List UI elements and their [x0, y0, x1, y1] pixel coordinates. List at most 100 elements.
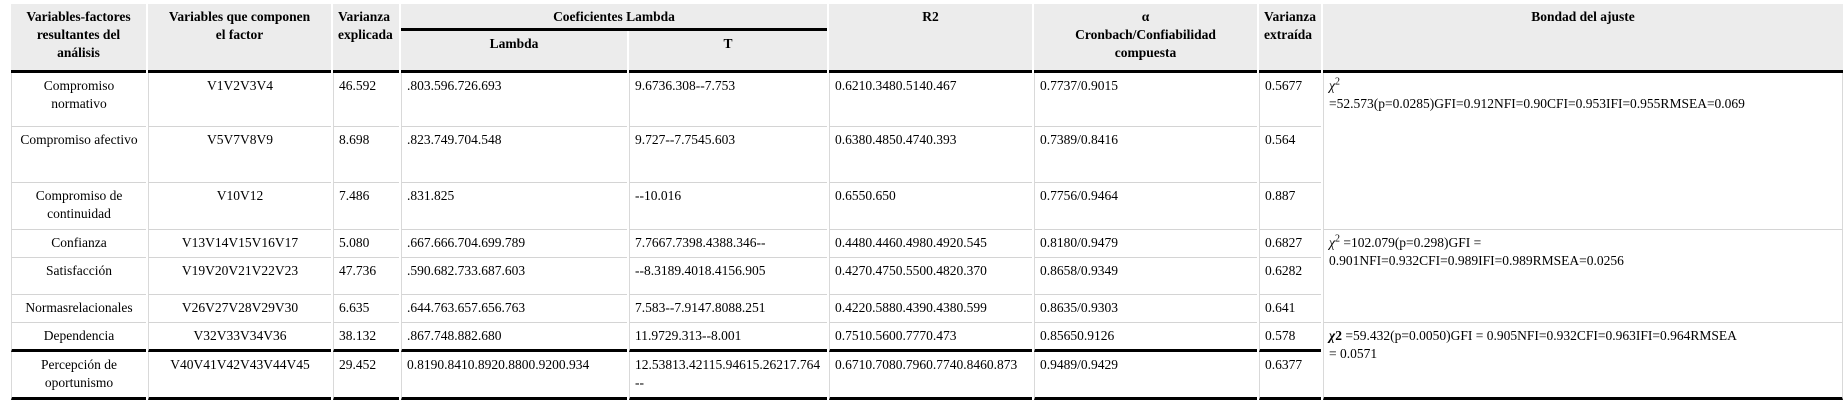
cell-r2: 0.4480.4460.4980.4920.545	[829, 230, 1032, 258]
bondad-text: = 0.0571	[1329, 346, 1378, 361]
cell-varianza-extraida: 0.6827	[1259, 230, 1321, 258]
header-line: explicada	[338, 27, 393, 42]
cell-factor: Normasrelacionales	[11, 295, 146, 323]
chi-exponent: 2	[1334, 233, 1340, 245]
cell-t: 7.583--7.9147.8088.251	[629, 295, 827, 323]
cell-bondad-ajuste: χ2 =102.079(p=0.298)GFI = 0.901NFI=0.932…	[1323, 230, 1843, 323]
header-variables-componen: Variables que componen el factor	[148, 4, 331, 73]
cell-r2: 0.6380.4850.4740.393	[829, 127, 1032, 183]
table-row: Normasrelacionales V26V27V28V29V30 6.635…	[11, 295, 1843, 323]
cell-varianza-extraida: 0.6282	[1259, 258, 1321, 295]
table-row: Confianza V13V14V15V16V17 5.080 .667.666…	[11, 230, 1843, 323]
cell-lambda: .590.682.733.687.603	[401, 258, 627, 295]
cell-lambda: .867.748.882.680	[401, 323, 627, 352]
cell-varianza-extraida: 0.6377	[1259, 352, 1321, 400]
header-line: Varianza	[1264, 9, 1317, 24]
cell-factor: Satisfacción	[11, 258, 146, 295]
table-header: Variables-factores resultantes del análi…	[11, 4, 1843, 73]
table-row: Compromiso afectivo V5V7V8V9 8.698 .823.…	[11, 127, 1843, 183]
cell-lambda: .823.749.704.548	[401, 127, 627, 183]
cell-alfa: 0.8658/0.9349	[1034, 258, 1257, 295]
table-row: Satisfacción V19V20V21V22V23 47.736 .590…	[11, 258, 1843, 295]
cell-r2: 0.6710.7080.7960.7740.8460.873	[829, 352, 1032, 400]
header-line: Varianza	[338, 9, 391, 24]
bondad-text: =59.432(p=0.0050)GFI = 0.905NFI=0.932CFI…	[1342, 328, 1737, 343]
header-line: resultantes del	[36, 27, 121, 42]
header-line: análisis	[57, 45, 100, 60]
cell-t: 7.7667.7398.4388.346--	[629, 230, 827, 258]
cell-lambda: .803.596.726.693	[401, 73, 627, 127]
cell-factor: Compromiso normativo	[11, 73, 146, 127]
header-variables-factores: Variables-factores resultantes del análi…	[11, 4, 146, 73]
header-line: Variables que componen	[168, 9, 311, 24]
cell-varianza-explicada: 7.486	[333, 183, 399, 230]
chi-symbol: χ	[1329, 235, 1335, 250]
cell-variables: V5V7V8V9	[148, 127, 331, 183]
cell-varianza-extraida: 0.578	[1259, 323, 1321, 352]
cell-r2: 0.4220.5880.4390.4380.599	[829, 295, 1032, 323]
table-body: Compromiso normativo V1V2V3V4 46.592 .80…	[11, 73, 1843, 400]
cell-variables: V19V20V21V22V23	[148, 258, 331, 295]
table-row: Dependencia V32V33V34V36 38.132 .867.748…	[11, 323, 1843, 400]
chi-exponent: 2	[1334, 76, 1340, 88]
cell-factor: Compromiso de continuidad	[11, 183, 146, 230]
bondad-text: =102.079(p=0.298)GFI =	[1339, 235, 1482, 250]
cell-varianza-extraida: 0.564	[1259, 127, 1321, 183]
cell-alfa: 0.8180/0.9479	[1034, 230, 1257, 258]
header-coeficientes-lambda: Coeficientes Lambda	[401, 4, 827, 31]
cell-varianza-explicada: 46.592	[333, 73, 399, 127]
table-row: Compromiso de continuidad V10V12 7.486 .…	[11, 183, 1843, 230]
cell-variables: V10V12	[148, 183, 331, 230]
cell-varianza-explicada: 8.698	[333, 127, 399, 183]
cell-varianza-explicada: 38.132	[333, 323, 399, 352]
cell-lambda: .831.825	[401, 183, 627, 230]
cell-r2: 0.6550.650	[829, 183, 1032, 230]
cell-r2: 0.6210.3480.5140.467	[829, 73, 1032, 127]
cell-factor: Confianza	[11, 230, 146, 258]
cell-variables: V13V14V15V16V17	[148, 230, 331, 258]
cell-t: --10.016	[629, 183, 827, 230]
cell-varianza-extraida: 0.887	[1259, 183, 1321, 230]
header-line: compuesta	[1114, 45, 1177, 60]
header-line: el factor	[215, 27, 264, 42]
cell-varianza-extraida: 0.5677	[1259, 73, 1321, 127]
header-varianza-explicada: Varianza explicada	[333, 4, 399, 73]
header-sub-t: T	[629, 31, 827, 73]
cell-variables: V1V2V3V4	[148, 73, 331, 127]
cell-t: 12.53813.42115.94615.26217.764--	[629, 352, 827, 400]
cell-t: 11.9729.313--8.001	[629, 323, 827, 352]
header-line: extraída	[1264, 27, 1312, 42]
cell-lambda: 0.8190.8410.8920.8800.9200.934	[401, 352, 627, 400]
cell-varianza-extraida: 0.641	[1259, 295, 1321, 323]
cell-t: 9.727--7.7545.603	[629, 127, 827, 183]
cell-factor: Compromiso afectivo	[11, 127, 146, 183]
table-row: Compromiso normativo V1V2V3V4 46.592 .80…	[11, 73, 1843, 230]
cell-alfa: 0.7756/0.9464	[1034, 183, 1257, 230]
cell-variables: V26V27V28V29V30	[148, 295, 331, 323]
cell-varianza-explicada: 5.080	[333, 230, 399, 258]
chi-symbol: χ	[1329, 78, 1335, 93]
header-bondad-ajuste: Bondad del ajuste	[1323, 4, 1843, 73]
cell-bondad-ajuste: χ2 =52.573(p=0.0285)GFI=0.912NFI=0.90CFI…	[1323, 73, 1843, 230]
cell-alfa: 0.7737/0.9015	[1034, 73, 1257, 127]
cell-t: 9.6736.308--7.753	[629, 73, 827, 127]
alpha-symbol: α	[1141, 9, 1150, 24]
header-line: Variables-factores	[26, 9, 131, 24]
cell-factor: Dependencia	[11, 323, 146, 352]
cell-alfa: 0.8635/0.9303	[1034, 295, 1257, 323]
cell-r2: 0.4270.4750.5500.4820.370	[829, 258, 1032, 295]
cell-t: --8.3189.4018.4156.905	[629, 258, 827, 295]
cell-bondad-ajuste: χ2 =59.432(p=0.0050)GFI = 0.905NFI=0.932…	[1323, 323, 1843, 400]
cell-lambda: .644.763.657.656.763	[401, 295, 627, 323]
header-varianza-extraida: Varianza extraída	[1259, 4, 1321, 73]
chi-exponent: 2	[1335, 328, 1343, 343]
cell-variables: V40V41V42V43V44V45	[148, 352, 331, 400]
cell-variables: V32V33V34V36	[148, 323, 331, 352]
chi-symbol-bold: χ2	[1329, 328, 1342, 343]
cell-factor: Percepción de oportunismo	[11, 352, 146, 400]
table-row: Percepción de oportunismo V40V41V42V43V4…	[11, 352, 1843, 400]
header-r2: R2	[829, 4, 1032, 73]
cell-varianza-explicada: 6.635	[333, 295, 399, 323]
header-sub-lambda: Lambda	[401, 31, 627, 73]
